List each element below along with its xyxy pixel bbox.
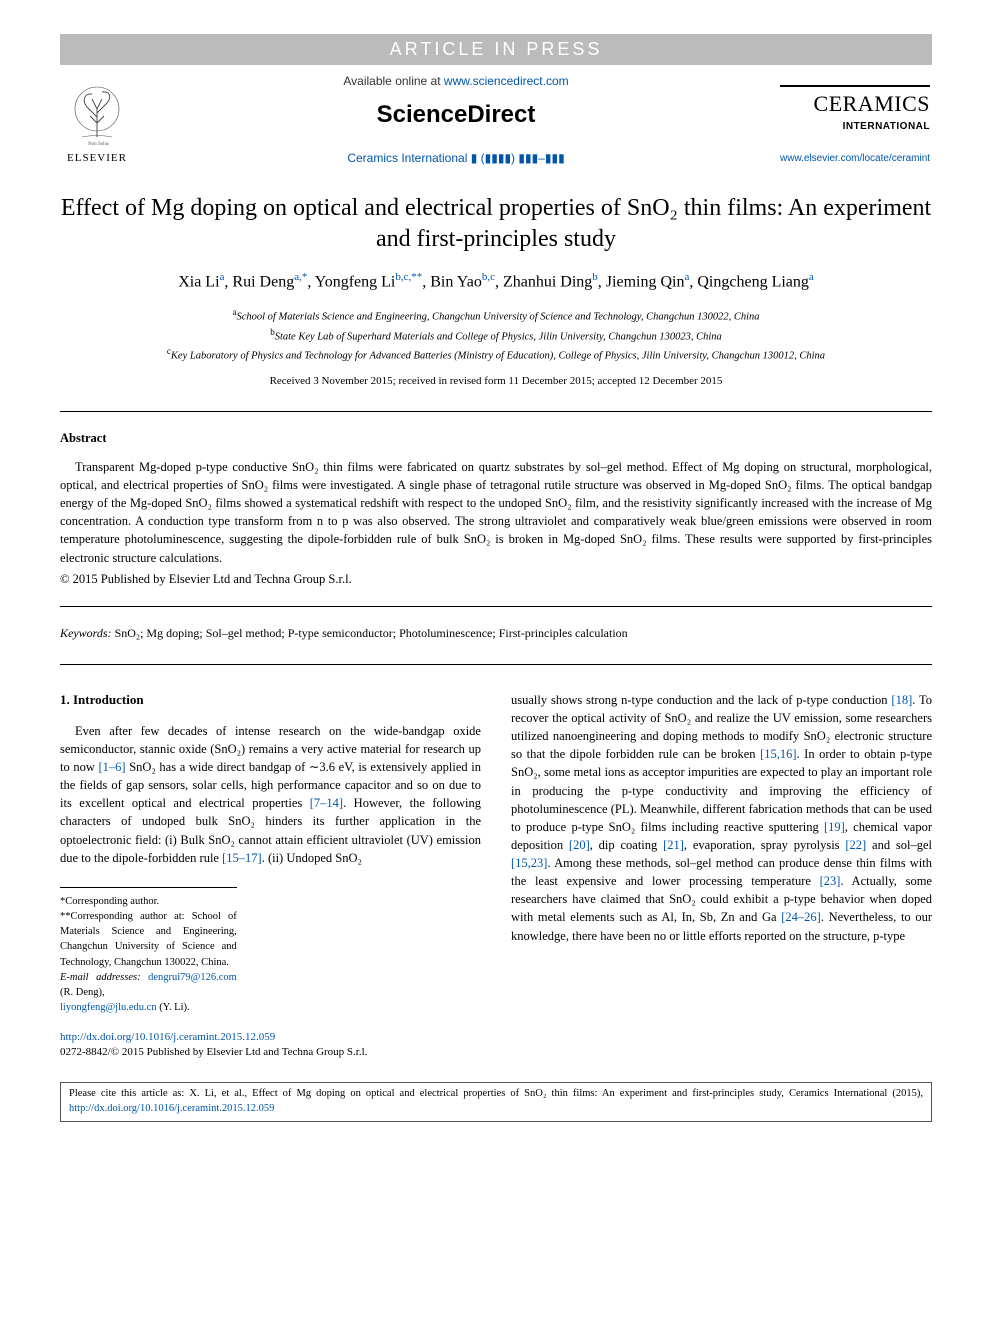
article-title: Effect of Mg doping on optical and elect… (60, 193, 932, 255)
email-name-1: (R. Deng), (60, 987, 105, 998)
citation-doi-link[interactable]: http://dx.doi.org/10.1016/j.ceramint.201… (69, 1103, 274, 1114)
publisher-logo: Non Solus ELSEVIER (62, 79, 132, 166)
intro-text: usually shows strong n-type conduction a… (511, 693, 891, 707)
ref-link-15-23[interactable]: [15,23] (511, 856, 547, 870)
ref-link-15-16[interactable]: [15,16] (760, 747, 796, 761)
article-in-press-banner: ARTICLE IN PRESS (60, 34, 932, 65)
svg-text:Non Solus: Non Solus (88, 142, 109, 147)
divider (60, 606, 932, 607)
two-column-body: 1. Introduction Even after few decades o… (60, 691, 932, 1016)
author-affil-sup[interactable]: b (592, 271, 598, 283)
author-affil-sup[interactable]: a (220, 271, 225, 283)
elsevier-tree-icon: Non Solus (62, 79, 132, 149)
email-addresses-line: E-mail addresses: dengrui79@126.com (R. … (60, 970, 237, 1000)
abstract-body: Transparent Mg-doped p-type conductive S… (60, 458, 932, 567)
author-name: Rui Deng (232, 273, 294, 290)
intro-text: , dip coating (590, 838, 663, 852)
author-affil-sup[interactable]: b,c,** (395, 271, 422, 283)
author-name: Xia Li (178, 273, 219, 290)
footnotes-block: *Corresponding author. **Corresponding a… (60, 887, 237, 1016)
issn-copyright-line: 0272-8842/© 2015 Published by Elsevier L… (60, 1045, 932, 1060)
article-dates: Received 3 November 2015; received in re… (60, 374, 932, 389)
corresponding-author-1: *Corresponding author. (60, 894, 237, 909)
intro-text: , evaporation, spray pyrolysis (684, 838, 845, 852)
sciencedirect-url-link[interactable]: www.sciencedirect.com (444, 74, 569, 88)
abstract-heading: Abstract (60, 430, 932, 448)
author-affil-sup[interactable]: a (684, 271, 689, 283)
journal-logo-block: CERAMICS INTERNATIONAL www.elsevier.com/… (780, 85, 930, 166)
keywords-label: Keywords: (60, 626, 112, 640)
email-label: E-mail addresses: (60, 972, 148, 983)
ref-link-19[interactable]: [19] (824, 820, 845, 834)
author-affil-sup[interactable]: b,c (482, 271, 495, 283)
affiliations-list: aSchool of Materials Science and Enginee… (60, 306, 932, 364)
divider (60, 664, 932, 665)
keywords-line: Keywords: SnO₂; Mg doping; Sol–gel metho… (60, 625, 932, 642)
doi-link[interactable]: http://dx.doi.org/10.1016/j.ceramint.201… (60, 1031, 275, 1043)
authors-list: Xia Lia, Rui Denga,*, Yongfeng Lib,c,**,… (60, 269, 932, 294)
ref-link-20[interactable]: [20] (569, 838, 590, 852)
doi-block: http://dx.doi.org/10.1016/j.ceramint.201… (60, 1030, 932, 1061)
author-name: Bin Yao (430, 273, 482, 290)
ref-link-23[interactable]: [23] (820, 874, 841, 888)
available-online-line: Available online at www.sciencedirect.co… (132, 73, 780, 90)
ref-link-18[interactable]: [18] (891, 693, 912, 707)
affiliation-line: cKey Laboratory of Physics and Technolog… (60, 345, 932, 364)
author-affil-sup[interactable]: a,* (294, 271, 307, 283)
journal-citation-line[interactable]: Ceramics International ▮ (▮▮▮▮) ▮▮▮–▮▮▮ (132, 150, 780, 167)
ref-link-7-14[interactable]: [7–14] (310, 796, 343, 810)
corresponding-author-2: **Corresponding author at: School of Mat… (60, 909, 237, 970)
citation-text: Please cite this article as: X. Li, et a… (69, 1088, 923, 1099)
author-name: Jieming Qin (606, 273, 685, 290)
intro-paragraph-right: usually shows strong n-type conduction a… (511, 691, 932, 945)
intro-text: . (ii) Undoped SnO₂ (262, 851, 362, 865)
journal-name: Ceramics International (347, 151, 470, 165)
section-heading-introduction: 1. Introduction (60, 691, 481, 710)
ref-link-24-26[interactable]: [24–26] (781, 910, 821, 924)
keywords-text: SnO₂; Mg doping; Sol–gel method; P-type … (112, 626, 628, 640)
ref-link-21[interactable]: [21] (663, 838, 684, 852)
citation-box: Please cite this article as: X. Li, et a… (60, 1082, 932, 1121)
email-link-deng[interactable]: dengrui79@126.com (148, 972, 237, 983)
author-name: Qingcheng Liang (697, 273, 809, 290)
author-name: Yongfeng Li (315, 273, 396, 290)
ref-link-15-17[interactable]: [15–17] (222, 851, 262, 865)
copyright-line: © 2015 Published by Elsevier Ltd and Tec… (60, 571, 932, 589)
intro-text: and sol–gel (866, 838, 932, 852)
journal-logo-subtitle: INTERNATIONAL (780, 120, 930, 134)
email-name-2: (Y. Li). (157, 1002, 190, 1013)
journal-logo-title: CERAMICS (780, 85, 930, 120)
left-column: 1. Introduction Even after few decades o… (60, 691, 481, 1016)
ref-link-22[interactable]: [22] (845, 838, 866, 852)
author-name: Zhanhui Ding (503, 273, 592, 290)
journal-issue-placeholder: ▮ (▮▮▮▮) ▮▮▮–▮▮▮ (471, 151, 565, 165)
email-link-li[interactable]: liyongfeng@jlu.edu.cn (60, 1002, 157, 1013)
divider (60, 411, 932, 412)
elsevier-label: ELSEVIER (62, 151, 132, 166)
right-column: usually shows strong n-type conduction a… (511, 691, 932, 1016)
available-prefix: Available online at (343, 74, 444, 88)
affiliation-line: aSchool of Materials Science and Enginee… (60, 306, 932, 325)
ref-link-1-6[interactable]: [1–6] (99, 760, 126, 774)
affiliation-line: bState Key Lab of Superhard Materials an… (60, 326, 932, 345)
header-row: Non Solus ELSEVIER Available online at w… (60, 67, 932, 166)
journal-homepage-link[interactable]: www.elsevier.com/locate/ceramint (780, 152, 930, 166)
sciencedirect-brand: ScienceDirect (132, 98, 780, 132)
email-line-2: liyongfeng@jlu.edu.cn (Y. Li). (60, 1000, 237, 1015)
intro-paragraph-left: Even after few decades of intense resear… (60, 722, 481, 867)
author-affil-sup[interactable]: a (809, 271, 814, 283)
